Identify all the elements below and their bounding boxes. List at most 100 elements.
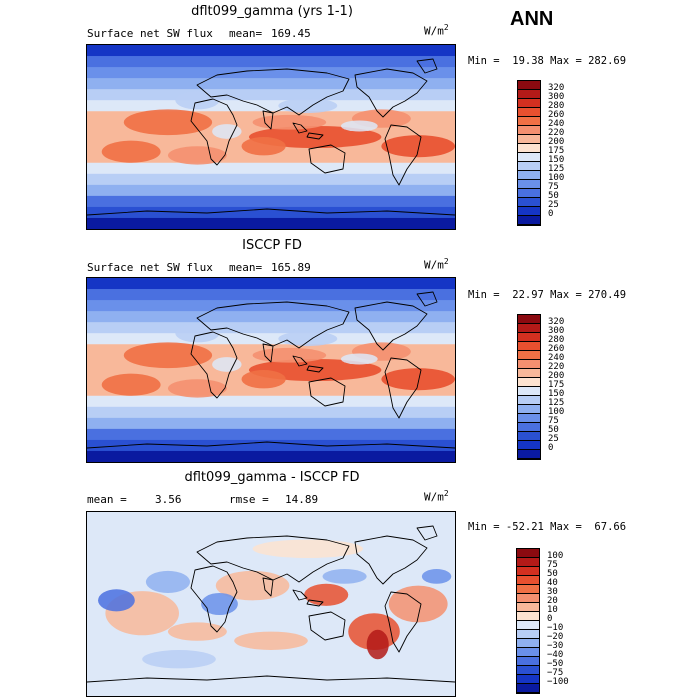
- panel-3-mean-value: 3.56: [155, 493, 182, 506]
- colorbar-swatch: [517, 576, 539, 585]
- colorbar-tick-label: 240: [548, 119, 565, 129]
- panel-3-colorbar: [516, 548, 540, 694]
- panel-3-title: dflt099_gamma - ISCCP FD: [184, 470, 360, 485]
- panel-1-map-svg: [87, 45, 455, 229]
- colorbar-tick-label: 100: [548, 407, 565, 417]
- panel-3-map: [86, 511, 456, 697]
- colorbar-tick-label: 50: [548, 191, 559, 201]
- colorbar-swatch: [518, 414, 540, 423]
- panel-3-units: W/m2: [424, 489, 449, 504]
- panel-1-colorbar-ticks: 320 300 280 260 240 220 200 175 150 125 100 75 50 25 0: [548, 80, 588, 224]
- colorbar-tick-label: 320: [548, 317, 565, 327]
- colorbar-swatch: [518, 135, 540, 144]
- colorbar-swatch: [517, 648, 539, 657]
- coastline: [196, 68, 350, 116]
- colorbar-tick-label: 30: [547, 587, 558, 597]
- panel-1-colorbar: [517, 80, 541, 226]
- colorbar-tick-label: 100: [548, 173, 565, 183]
- panel-2-colorbar: [517, 314, 541, 460]
- colorbar-swatch: [518, 369, 540, 378]
- coastline: [308, 611, 346, 641]
- colorbar-swatch: [517, 612, 539, 621]
- coastline: [196, 535, 350, 583]
- colorbar-tick-label: 75: [548, 416, 559, 426]
- panel-3-minmax: Min = -52.21 Max = 67.66: [468, 521, 627, 533]
- colorbar-swatch: [517, 657, 539, 666]
- coastline: [354, 535, 428, 585]
- colorbar-swatch: [517, 585, 539, 594]
- colorbar-swatch: [518, 189, 540, 198]
- colorbar-swatch: [518, 216, 540, 225]
- coastline: [190, 565, 238, 633]
- colorbar-swatch: [517, 675, 539, 684]
- coastline: [292, 355, 324, 373]
- colorbar-swatch: [518, 99, 540, 108]
- colorbar-tick-label: 25: [548, 200, 559, 210]
- colorbar-swatch: [518, 90, 540, 99]
- coastline: [262, 110, 274, 130]
- colorbar-swatch: [518, 432, 540, 441]
- panel-1-title: dflt099_gamma (yrs 1-1): [191, 4, 353, 19]
- colorbar-tick-label: 175: [548, 380, 565, 390]
- colorbar-swatch: [518, 333, 540, 342]
- panel-1-mean-label: mean=: [229, 27, 263, 40]
- colorbar-swatch: [518, 126, 540, 135]
- colorbar-tick-label: 260: [548, 110, 565, 120]
- colorbar-swatch: [518, 342, 540, 351]
- colorbar-swatch: [518, 180, 540, 189]
- panel-1-minmax: Min = 19.38 Max = 282.69: [468, 55, 627, 67]
- colorbar-swatch: [517, 630, 539, 639]
- colorbar-tick-label: −30: [547, 641, 564, 651]
- colorbar-swatch: [518, 423, 540, 432]
- colorbar-tick-label: 20: [547, 596, 558, 606]
- colorbar-tick-label: 125: [548, 164, 565, 174]
- colorbar-swatch: [518, 351, 540, 360]
- colorbar-tick-label: −10: [547, 623, 564, 633]
- colorbar-tick-label: 220: [548, 128, 565, 138]
- coastline: [292, 589, 324, 607]
- colorbar-tick-label: 175: [548, 146, 565, 156]
- colorbar-swatch: [518, 117, 540, 126]
- coastline: [384, 124, 422, 186]
- coastline: [292, 122, 324, 140]
- colorbar-tick-label: 75: [548, 182, 559, 192]
- colorbar-swatch: [518, 360, 540, 369]
- colorbar-tick-label: 150: [548, 389, 565, 399]
- colorbar-swatch: [518, 153, 540, 162]
- panel-3-units-exp: 2: [443, 489, 449, 498]
- colorbar-swatch: [517, 621, 539, 630]
- coastline: [416, 525, 438, 541]
- panel-2-units: W/m2: [424, 257, 449, 272]
- colorbar-swatch: [517, 558, 539, 567]
- coastline: [416, 58, 438, 74]
- colorbar-swatch: [517, 549, 539, 558]
- colorbar-swatch: [518, 450, 540, 459]
- colorbar-tick-label: −50: [547, 659, 564, 669]
- colorbar-swatch: [518, 162, 540, 171]
- colorbar-tick-label: 200: [548, 371, 565, 381]
- coastline: [416, 291, 438, 307]
- panel-2-units-exp: 2: [443, 257, 449, 266]
- panel-2-map-svg: [87, 278, 455, 462]
- colorbar-tick-label: 260: [548, 344, 565, 354]
- coastline: [384, 357, 422, 419]
- colorbar-tick-label: 125: [548, 398, 565, 408]
- colorbar-tick-label: 150: [548, 155, 565, 165]
- colorbar-tick-label: 40: [547, 578, 558, 588]
- coastline: [196, 301, 350, 349]
- panel-1-variable: Surface net SW flux: [87, 27, 213, 40]
- colorbar-tick-label: −40: [547, 650, 564, 660]
- panel-1-units-base: W/m: [424, 24, 444, 38]
- colorbar-tick-label: 240: [548, 353, 565, 363]
- coastline: [308, 144, 346, 174]
- panel-1-units-exp: 2: [443, 23, 449, 32]
- panel-3-mean-label: mean =: [87, 493, 127, 506]
- coastline: [87, 675, 455, 683]
- colorbar-tick-label: 280: [548, 335, 565, 345]
- colorbar-tick-label: 200: [548, 137, 565, 147]
- coastline: [190, 98, 238, 166]
- colorbar-tick-label: 300: [548, 326, 565, 336]
- colorbar-tick-label: 320: [548, 83, 565, 93]
- colorbar-tick-label: 0: [548, 209, 554, 219]
- colorbar-tick-label: −20: [547, 632, 564, 642]
